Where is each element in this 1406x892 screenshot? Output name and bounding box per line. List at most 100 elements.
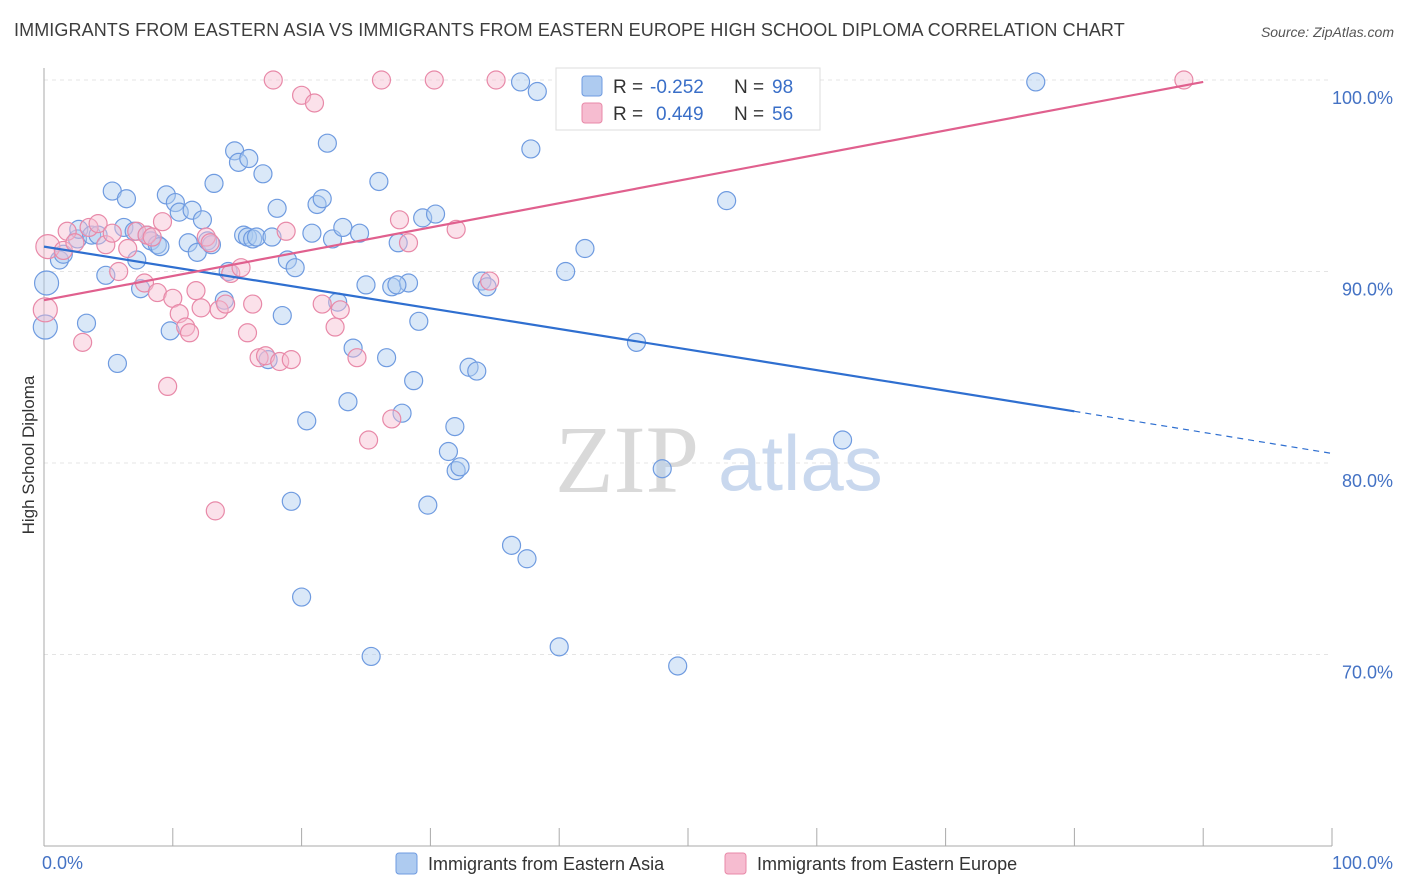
chart-title: IMMIGRANTS FROM EASTERN ASIA VS IMMIGRAN…: [14, 20, 1125, 40]
point-eastern-europe-38: [276, 221, 296, 241]
point-eastern-europe-53: [480, 271, 500, 291]
point-eastern-asia-50: [302, 223, 322, 243]
series-eastern-europe-points: [32, 70, 1194, 521]
point-eastern-europe-39: [281, 349, 301, 370]
point-eastern-europe-7: [88, 214, 108, 234]
point-eastern-asia-85: [527, 81, 547, 102]
point-eastern-asia-61: [361, 646, 381, 667]
point-eastern-asia-28: [192, 210, 213, 230]
point-eastern-asia-56: [333, 217, 353, 238]
point-eastern-europe-49: [389, 210, 410, 230]
point-eastern-asia-71: [418, 495, 438, 515]
point-eastern-asia-39: [246, 227, 267, 247]
point-eastern-asia-62: [369, 171, 389, 192]
y-axis-title: High School Diploma: [19, 375, 38, 534]
point-eastern-asia-66: [392, 403, 412, 423]
point-eastern-asia-76: [450, 457, 470, 477]
trend-line-eastern-europe: [43, 80, 1204, 302]
point-eastern-asia-58: [343, 338, 363, 358]
point-eastern-asia-83: [517, 549, 537, 569]
stats-legend-n-value-pink: 56: [772, 104, 793, 125]
point-eastern-asia-20: [150, 237, 170, 257]
point-eastern-asia-13: [116, 189, 137, 209]
point-eastern-asia-49: [297, 411, 317, 431]
point-eastern-asia-26: [182, 200, 202, 220]
watermark-atlas: atlas: [718, 419, 883, 507]
point-eastern-europe-8: [96, 235, 116, 255]
point-eastern-asia-23: [165, 192, 185, 213]
x-tick-label-max: 100.0%: [1332, 853, 1393, 873]
x-tick-label-min: 0.0%: [42, 853, 83, 873]
point-eastern-asia-84: [521, 139, 541, 159]
point-eastern-europe-0: [32, 297, 58, 323]
point-eastern-asia-60: [356, 275, 376, 295]
point-eastern-asia-57: [338, 392, 358, 412]
source-credit: Source: ZipAtlas.com: [1260, 24, 1394, 40]
point-eastern-europe-3: [57, 221, 77, 241]
point-eastern-europe-48: [382, 409, 402, 429]
point-eastern-europe-22: [179, 323, 200, 343]
stats-legend-swatch-blue: [581, 75, 603, 97]
trend-line-eastern-asia-extension: [1074, 410, 1333, 455]
point-eastern-europe-15: [142, 227, 162, 247]
point-eastern-asia-75: [446, 461, 466, 481]
point-eastern-asia-11: [107, 353, 128, 374]
y-tick-label-90: 90.0%: [1342, 280, 1393, 300]
point-eastern-europe-54: [486, 70, 506, 90]
point-eastern-asia-53: [317, 133, 337, 153]
point-eastern-europe-50: [398, 233, 419, 253]
y-tick-label-100: 100.0%: [1332, 88, 1393, 108]
point-eastern-europe-11: [118, 238, 138, 259]
point-eastern-europe-29: [216, 294, 236, 314]
point-eastern-asia-46: [281, 491, 301, 511]
point-eastern-asia-42: [262, 227, 282, 247]
stats-legend-n-value-blue: 98: [772, 77, 793, 98]
point-eastern-europe-52: [446, 219, 466, 239]
point-eastern-asia-82: [510, 72, 531, 92]
y-tick-label-80: 80.0%: [1342, 471, 1393, 491]
stats-legend-n-label-blue: N =: [734, 77, 764, 98]
trend-lines: [43, 80, 1333, 455]
point-eastern-asia-93: [832, 430, 853, 450]
point-eastern-asia-97: [387, 275, 407, 295]
point-eastern-asia-92: [717, 191, 737, 211]
stats-legend-r-label-blue: R =: [613, 77, 643, 98]
point-eastern-europe-26: [200, 233, 220, 253]
point-eastern-asia-74: [445, 417, 465, 437]
point-eastern-europe-10: [109, 261, 129, 282]
stats-legend-n-label-pink: N =: [734, 104, 764, 125]
point-eastern-europe-5: [73, 332, 93, 352]
point-eastern-asia-86: [549, 637, 569, 657]
point-eastern-europe-17: [152, 212, 173, 232]
series-legend-swatch-pink: [724, 852, 747, 875]
point-eastern-asia-48: [292, 587, 312, 607]
point-eastern-europe-44: [330, 300, 350, 320]
point-eastern-asia-52: [312, 189, 332, 209]
point-eastern-asia-0: [32, 314, 58, 340]
point-eastern-europe-4: [65, 233, 85, 253]
stats-legend: R = -0.252 N = 98 R = 0.449 N = 56: [555, 67, 821, 131]
point-eastern-asia-95: [556, 261, 576, 282]
point-eastern-asia-7: [82, 225, 102, 245]
point-eastern-asia-31: [204, 173, 224, 194]
point-eastern-asia-68: [404, 371, 424, 391]
point-eastern-europe-18: [158, 376, 178, 396]
point-eastern-europe-46: [358, 430, 379, 450]
point-eastern-europe-33: [243, 294, 263, 314]
point-eastern-europe-24: [191, 298, 211, 318]
point-eastern-europe-32: [237, 323, 258, 343]
point-eastern-asia-59: [349, 223, 370, 243]
point-eastern-europe-36: [263, 70, 283, 90]
stats-legend-r-value-blue: -0.252: [650, 77, 704, 98]
stats-legend-r-value-pink: 0.449: [656, 104, 704, 125]
point-eastern-europe-51: [424, 70, 444, 90]
series-legend-label-pink: Immigrants from Eastern Europe: [757, 854, 1017, 874]
series-legend: Immigrants from Eastern Asia Immigrants …: [395, 852, 1017, 875]
point-eastern-asia-63: [377, 348, 397, 368]
point-eastern-asia-69: [409, 311, 429, 331]
point-eastern-europe-42: [312, 294, 332, 314]
point-eastern-asia-51: [307, 194, 327, 215]
point-eastern-asia-1: [33, 270, 60, 296]
point-eastern-asia-35: [228, 152, 249, 172]
point-eastern-asia-79: [472, 271, 492, 291]
